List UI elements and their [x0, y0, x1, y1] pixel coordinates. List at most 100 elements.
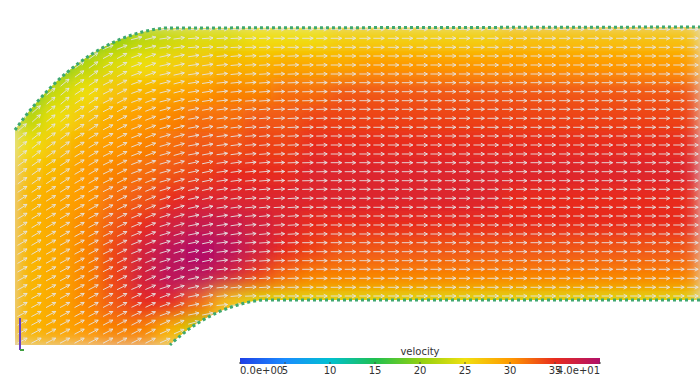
glyph-arrow: [103, 160, 113, 165]
glyph-arrow: [160, 276, 171, 280]
glyph-arrow: [373, 143, 384, 147]
glyph-arrow: [445, 259, 456, 263]
glyph-arrow: [487, 179, 498, 183]
glyph-arrow: [673, 241, 684, 245]
glyph-arrow: [659, 72, 670, 76]
glyph-arrow: [630, 188, 641, 192]
glyph-arrow: [588, 161, 599, 165]
glyph-arrow: [687, 161, 698, 165]
cell: [43, 291, 73, 319]
cell: [471, 78, 501, 106]
cell: [471, 51, 501, 79]
glyph-arrow: [89, 142, 99, 148]
glyph-arrow: [659, 232, 670, 236]
glyph-arrow: [687, 90, 698, 94]
glyph-arrow: [75, 311, 85, 316]
glyph-arrow: [445, 250, 456, 254]
glyph-arrow: [103, 276, 113, 281]
glyph-arrow: [687, 134, 698, 138]
glyph-arrow: [302, 81, 313, 85]
cell: [129, 185, 159, 213]
glyph-arrow: [145, 125, 155, 129]
glyph-arrow: [516, 188, 527, 192]
glyph-arrow: [659, 214, 670, 218]
cell: [214, 211, 244, 239]
glyph-arrow: [359, 63, 370, 67]
glyph-arrow: [502, 54, 513, 58]
glyph-arrow: [359, 72, 370, 76]
glyph-arrow: [46, 222, 56, 228]
glyph-arrow: [231, 179, 242, 183]
glyph-arrow: [630, 99, 641, 103]
glyph-arrow: [630, 117, 641, 121]
glyph-arrow: [131, 98, 141, 102]
glyph-arrow: [416, 161, 427, 165]
glyph-arrow: [645, 312, 656, 316]
glyph-arrow: [75, 71, 84, 77]
cell: [100, 158, 130, 186]
glyph-arrow: [231, 37, 242, 41]
glyph-arrow: [573, 90, 584, 94]
glyph-arrow: [373, 152, 384, 156]
glyph-arrow: [345, 108, 356, 112]
glyph-arrow: [473, 197, 484, 201]
glyph-arrow: [531, 179, 542, 183]
glyph-arrow: [202, 276, 213, 280]
glyph-arrow: [445, 206, 456, 210]
cell: [271, 131, 301, 159]
glyph-arrow: [231, 250, 242, 254]
glyph-arrow: [502, 294, 513, 298]
glyph-arrow: [131, 169, 141, 173]
glyph-arrow: [416, 250, 427, 254]
cell: [43, 318, 73, 346]
cell: [15, 105, 45, 133]
glyph-arrow: [245, 54, 256, 58]
glyph-arrow: [616, 152, 627, 156]
glyph-arrow: [117, 143, 127, 148]
glyph-arrow: [145, 36, 156, 40]
glyph-arrow: [302, 179, 313, 183]
glyph-arrow: [103, 134, 113, 139]
glyph-arrow: [559, 259, 570, 263]
glyph-arrow: [573, 277, 584, 281]
glyph-arrow: [174, 267, 185, 271]
cell: [443, 105, 473, 133]
glyph-arrow: [659, 99, 670, 103]
cell: [357, 131, 387, 159]
glyph-arrow: [487, 214, 498, 218]
glyph-arrow: [602, 117, 613, 121]
cell: [271, 211, 301, 239]
glyph-arrow: [687, 170, 698, 174]
glyph-arrow: [573, 37, 584, 41]
cell: [471, 158, 501, 186]
glyph-arrow: [359, 126, 370, 130]
glyph-arrow: [359, 188, 370, 192]
glyph-arrow: [345, 134, 356, 138]
glyph-arrow: [174, 178, 185, 182]
glyph-arrow: [103, 71, 113, 76]
cell: [100, 78, 130, 106]
glyph-arrow: [174, 312, 184, 316]
cell: [129, 238, 159, 266]
glyph-arrow: [217, 285, 228, 289]
glyph-arrow: [473, 188, 484, 192]
glyph-arrow: [502, 37, 513, 41]
glyph-arrow: [188, 54, 199, 58]
glyph-arrow: [659, 170, 670, 174]
glyph-arrow: [202, 134, 213, 138]
glyph-arrow: [117, 312, 127, 317]
glyph-arrow: [373, 223, 384, 227]
glyph-arrow: [645, 37, 656, 41]
glyph-arrow: [89, 169, 99, 175]
glyph-arrow: [231, 161, 242, 165]
glyph-arrow: [459, 188, 470, 192]
glyph-arrow: [46, 293, 56, 298]
glyph-arrow: [245, 90, 256, 94]
glyph-arrow: [302, 250, 313, 254]
glyph-arrow: [117, 53, 127, 58]
glyph-arrow: [502, 108, 513, 112]
glyph-arrow: [588, 197, 599, 201]
glyph-arrow: [402, 250, 413, 254]
glyph-arrow: [388, 117, 399, 121]
glyph-arrow: [188, 161, 199, 165]
